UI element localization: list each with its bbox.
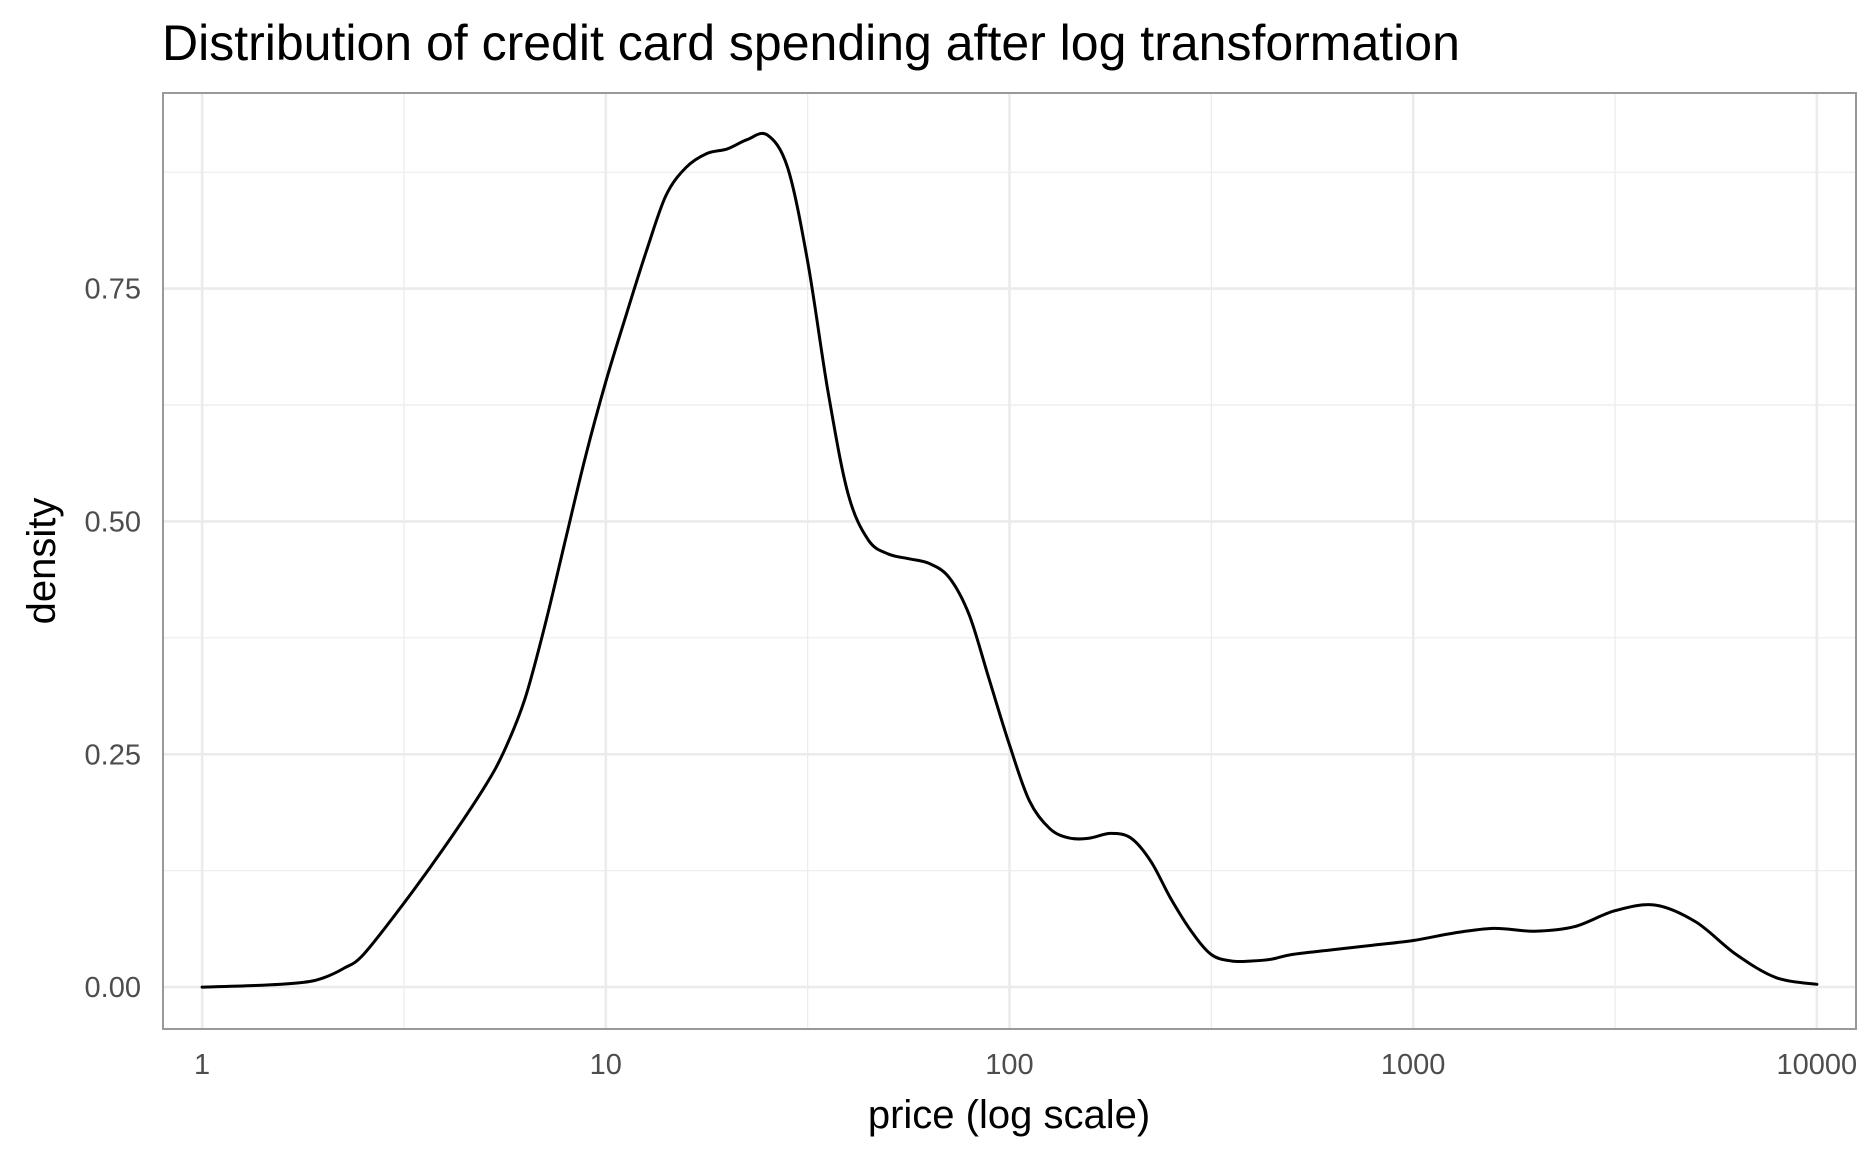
x-axis-title: price (log scale) — [868, 1093, 1150, 1137]
panel-border — [162, 92, 1857, 1030]
y-tick-label: 0.25 — [85, 739, 141, 771]
x-tick-label: 1 — [194, 1049, 210, 1081]
y-axis-title: density — [20, 498, 64, 625]
x-tick-label: 1000 — [1381, 1049, 1446, 1081]
x-tick-label: 10 — [590, 1049, 622, 1081]
y-tick-label: 0.00 — [85, 972, 141, 1004]
x-tick-label: 10000 — [1777, 1049, 1858, 1081]
x-axis-ticks: 1 10 100 1000 10000 — [194, 1049, 1857, 1081]
y-tick-label: 0.75 — [85, 274, 141, 306]
major-gridlines — [163, 93, 1856, 1029]
chart-title: Distribution of credit card spending aft… — [162, 15, 1460, 71]
y-tick-label: 0.50 — [85, 506, 141, 538]
x-tick-label: 100 — [985, 1049, 1033, 1081]
density-curve — [200, 131, 1819, 989]
y-axis-ticks: 0.00 0.25 0.50 0.75 — [85, 274, 141, 1005]
